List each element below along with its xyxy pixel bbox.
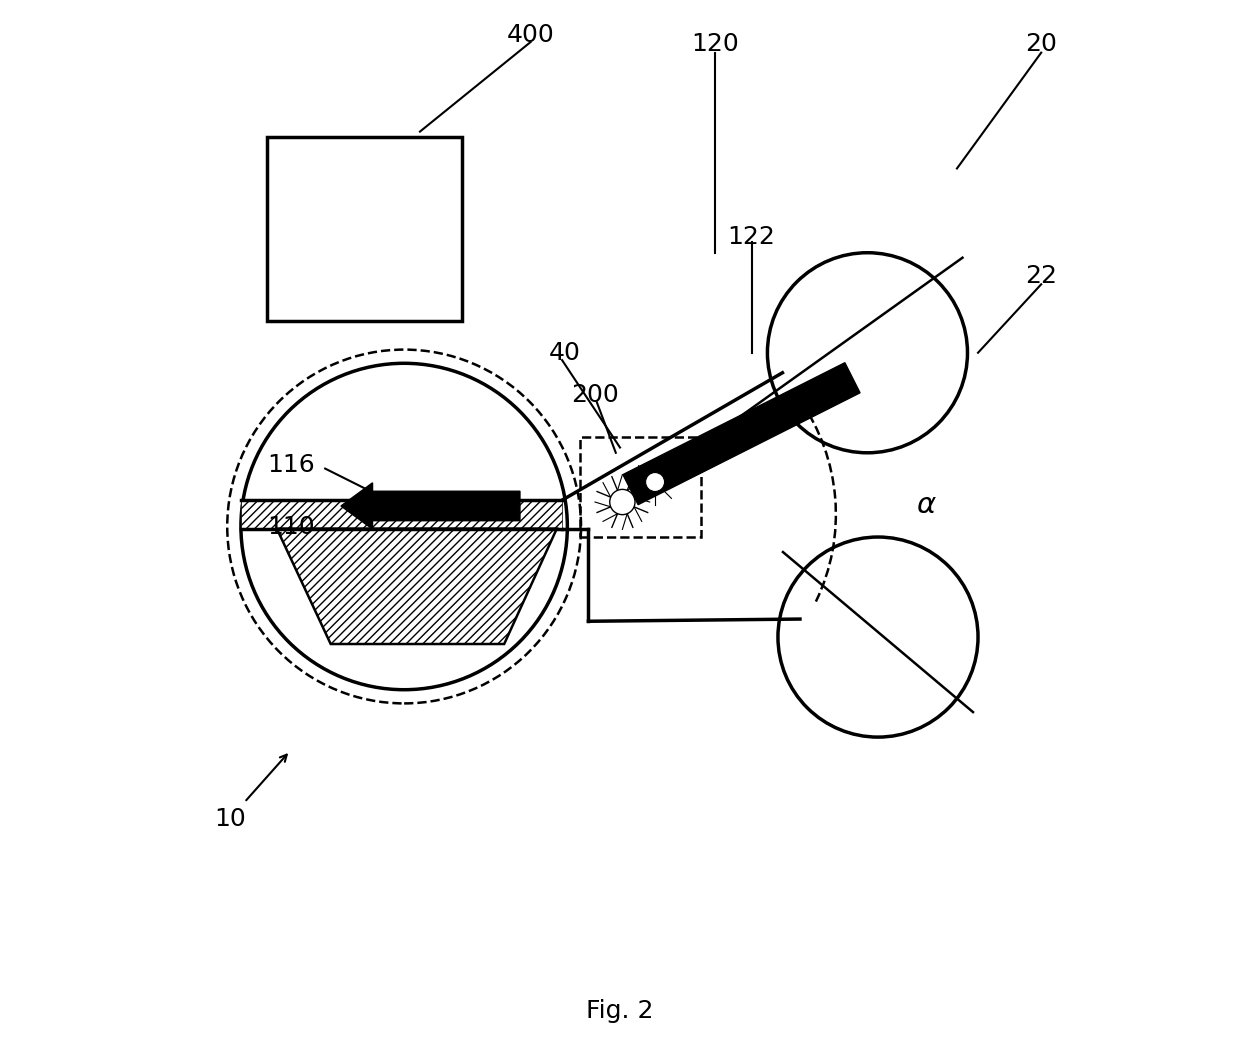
FancyArrow shape [341,482,520,529]
Bar [268,137,463,321]
Text: 10: 10 [215,808,247,831]
Text: 200: 200 [570,383,619,406]
Polygon shape [241,500,562,529]
Text: 40: 40 [548,341,580,364]
Text: 22: 22 [1025,264,1058,287]
Text: α: α [916,492,935,519]
Text: 116: 116 [267,454,315,477]
Text: 122: 122 [728,225,775,249]
Text: Fig. 2: Fig. 2 [587,999,653,1022]
Polygon shape [277,529,557,644]
Text: 110: 110 [267,515,315,538]
Text: 20: 20 [1025,33,1058,56]
Circle shape [610,490,635,515]
Circle shape [646,473,665,492]
Text: 400: 400 [507,23,554,46]
Text: 120: 120 [691,33,739,56]
Bar [580,437,701,537]
Polygon shape [622,362,861,504]
